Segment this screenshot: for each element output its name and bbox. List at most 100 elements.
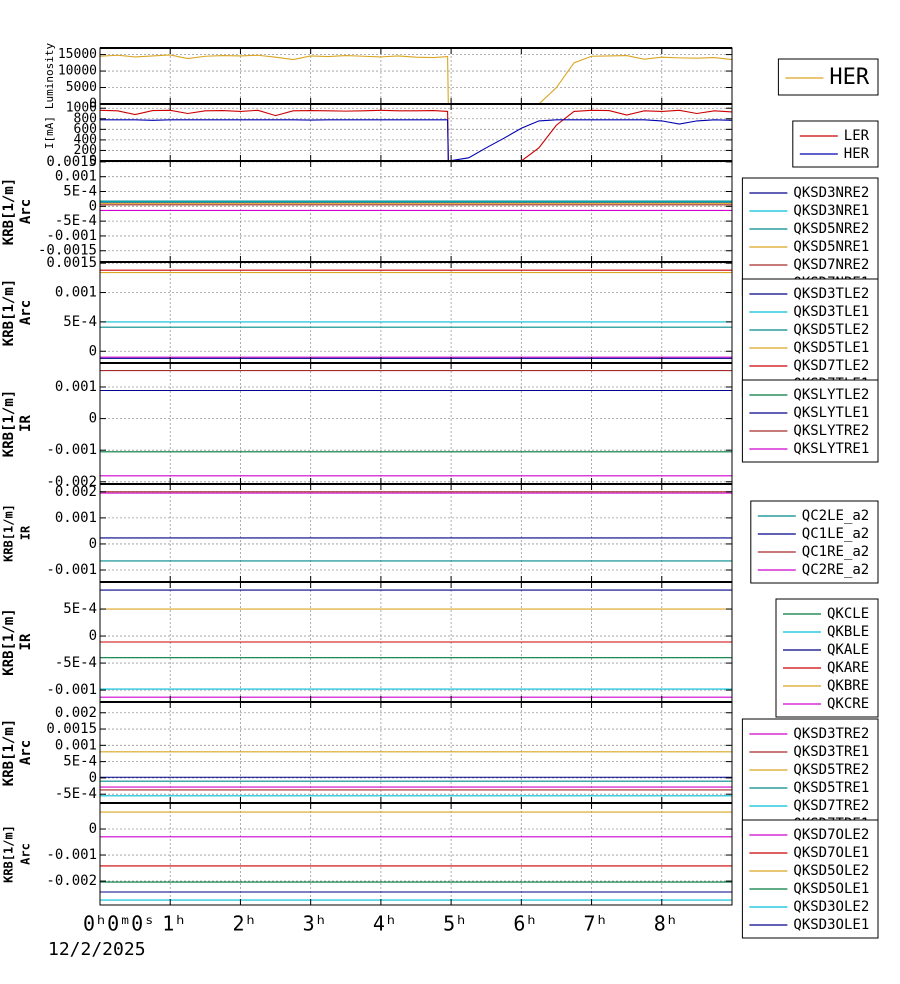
y-axis-label: KRB[1/m] — [1, 178, 17, 245]
y-axis-label: KRB[1/m] — [1, 719, 17, 786]
plot-frame — [99, 701, 733, 804]
legend-label: QKSD3NRE1 — [793, 203, 869, 219]
y-tick-label: -5E-4 — [55, 655, 97, 671]
legend-label: QKSD5NRE1 — [793, 239, 869, 255]
legend-label: QKSD5OLE1 — [793, 881, 869, 897]
y-tick-label: 0 — [89, 770, 97, 786]
y-tick-label: 800 — [74, 111, 97, 126]
y-tick-label: 5E-4 — [63, 184, 97, 200]
y-tick-label: 0 — [89, 628, 97, 644]
y-tick-label: 0.001 — [55, 737, 97, 753]
plot-frame — [99, 362, 733, 485]
x-tick-label: 1ʰ — [162, 912, 186, 936]
y-axis-label: IR — [18, 633, 34, 650]
legend-label: QKSLYTRE1 — [793, 441, 869, 457]
legend-label: QKSD3TLE2 — [793, 286, 869, 302]
y-tick-label: 0.002 — [55, 705, 97, 721]
series-line — [100, 109, 732, 161]
y-axis-label: IR — [18, 415, 34, 432]
plot-frame — [99, 160, 733, 263]
y-tick-label: -0.001 — [46, 442, 97, 458]
legend-label: QKCRE — [827, 696, 869, 712]
legend-label: QKSD3TRE2 — [793, 726, 869, 742]
y-tick-label: 400 — [74, 132, 97, 147]
legend-box — [775, 598, 879, 718]
y-tick-label: 0 — [89, 154, 97, 169]
y-tick-label: 0.001 — [55, 379, 97, 395]
y-axis-label: Arc — [19, 843, 33, 865]
y-tick-label: 15000 — [58, 47, 97, 62]
plot-frame — [99, 47, 733, 105]
y-axis-label: Arc — [18, 199, 34, 224]
y-axis-label: KRB[1/m] — [2, 825, 16, 883]
series-line — [100, 54, 732, 104]
plot-frame — [99, 802, 733, 906]
x-date-label: 12/2/2025 — [48, 939, 146, 960]
y-tick-label: 10000 — [58, 64, 97, 79]
y-tick-label: -5E-4 — [55, 213, 97, 229]
legend-label: QKALE — [827, 642, 869, 658]
legend-label: QC2RE_a2 — [802, 562, 869, 578]
y-axis-label: IR — [19, 525, 33, 540]
x-tick-label: 2ʰ — [232, 912, 256, 936]
y-tick-label: 200 — [74, 143, 97, 158]
legend-label: QC1LE_a2 — [802, 526, 869, 542]
legend-box — [741, 177, 879, 297]
legend-label: QKSD7NRE2 — [793, 257, 869, 273]
x-tick-label: 3ʰ — [303, 912, 327, 936]
y-axis-label: I[mA] — [43, 116, 56, 149]
legend-label: QKSD3TRE1 — [793, 744, 869, 760]
y-tick-label: 1000 — [66, 101, 97, 116]
legend-label: QKSD7OLE1 — [793, 845, 869, 861]
y-tick-label: -0.002 — [46, 873, 97, 889]
y-tick-label: -0.001 — [46, 682, 97, 698]
y-tick-label: 600 — [74, 122, 97, 137]
y-tick-label: -0.001 — [46, 562, 97, 578]
legend-label: QKSD7TRE2 — [793, 798, 869, 814]
legend-label: QKARE — [827, 660, 869, 676]
legend-label: QC1RE_a2 — [802, 544, 869, 560]
plot-frame — [99, 261, 733, 364]
y-tick-label: -0.002 — [46, 474, 97, 490]
legend-box — [750, 500, 879, 584]
legend-label: QKSLYTLE2 — [793, 387, 869, 403]
x-tick-label: 7ʰ — [584, 912, 608, 936]
y-tick-label: 0 — [89, 821, 97, 837]
y-tick-label: 0.001 — [55, 510, 97, 526]
y-axis-label: KRB[1/m] — [1, 608, 17, 675]
legend-label: QKSD5NRE2 — [793, 221, 869, 237]
legend-label: QKBLE — [827, 624, 869, 640]
legend-label: HER — [844, 146, 870, 162]
legend-label: QC2LE_a2 — [802, 508, 869, 524]
y-tick-label: 5000 — [66, 80, 97, 95]
y-tick-label: 5E-4 — [63, 601, 97, 617]
y-axis-label: KRB[1/m] — [1, 390, 17, 457]
y-tick-label: 0 — [89, 536, 97, 552]
legend-label: LER — [844, 128, 870, 144]
legend-label: QKSD3OLE2 — [793, 899, 869, 915]
y-tick-label: -0.0015 — [38, 243, 97, 259]
y-axis-label: Arc — [18, 740, 34, 765]
legend-box — [777, 58, 879, 96]
legend-label: QKSD3TLE1 — [793, 304, 869, 320]
y-tick-label: 0.002 — [55, 484, 97, 500]
y-tick-label: 0.0015 — [46, 721, 97, 737]
legend-label: QKSD5OLE2 — [793, 863, 869, 879]
y-tick-label: 0 — [89, 343, 97, 359]
y-tick-label: 5E-4 — [63, 754, 97, 770]
legend-label: QKSD3NRE2 — [793, 185, 869, 201]
y-tick-label: 0 — [89, 198, 97, 214]
legend-label: QKSD5TRE1 — [793, 780, 869, 796]
y-tick-label: -0.001 — [46, 847, 97, 863]
legend-label: QKSD5TRE2 — [793, 762, 869, 778]
x-tick-label: 4ʰ — [373, 912, 397, 936]
y-tick-label: 0 — [89, 411, 97, 427]
y-tick-label: 5E-4 — [63, 314, 97, 330]
y-tick-label: -5E-4 — [55, 786, 97, 802]
legend-label: QKSD5TLE1 — [793, 340, 869, 356]
y-axis-label: KRB[1/m] — [2, 504, 16, 562]
legend-box — [741, 718, 879, 838]
y-tick-label: 0.001 — [55, 169, 97, 185]
x-tick-label: 0ʰ0ᵐ0ˢ — [83, 912, 155, 936]
